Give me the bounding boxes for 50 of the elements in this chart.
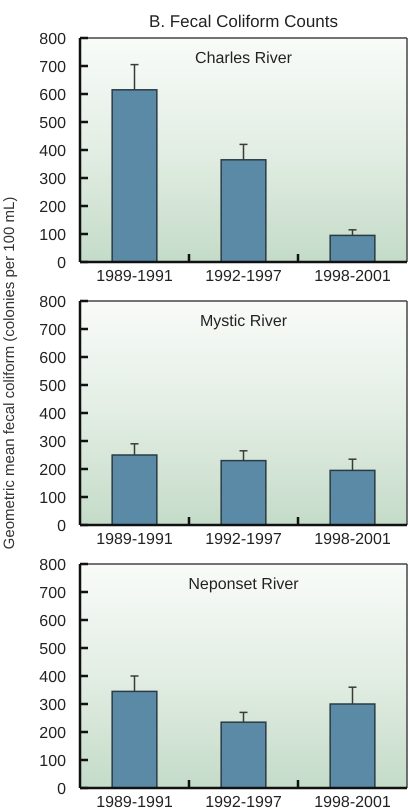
text: Neponset River [188, 576, 300, 593]
bar [329, 470, 376, 526]
y-tick-label: 100 [39, 752, 66, 770]
y-tick-label: 400 [39, 142, 66, 160]
y-tick-label: 200 [39, 198, 66, 216]
bar [220, 159, 267, 263]
y-tick-label: 100 [39, 490, 66, 507]
y-tick-label: 0 [57, 254, 66, 272]
y-tick-label: 700 [39, 322, 66, 339]
x-tick-label: 1989-1991 [96, 531, 173, 548]
x-tick-label: 1989-1991 [96, 268, 173, 285]
y-tick-label: 400 [39, 668, 66, 686]
y-tick-label: 500 [39, 640, 66, 658]
y-tick-label: 800 [39, 294, 66, 311]
x-tick-label: 1989-1991 [96, 794, 173, 811]
x-tick-label: 1992-1997 [205, 268, 282, 285]
y-tick-label: 800 [39, 30, 66, 48]
bar [111, 690, 158, 789]
bar [220, 721, 267, 789]
text: Charles River [195, 50, 293, 67]
y-tick-label: 0 [57, 518, 66, 535]
y-tick-label: 300 [39, 170, 66, 188]
y-tick-label: 300 [39, 434, 66, 451]
bar [220, 460, 267, 526]
y-tick-label: 700 [39, 584, 66, 602]
y-tick-label: 800 [39, 556, 66, 574]
y-tick-label: 600 [39, 350, 66, 367]
bar [111, 89, 158, 263]
y-tick-label: 200 [39, 724, 66, 742]
x-tick-label: 1998-2001 [314, 794, 391, 811]
y-tick-label: 0 [57, 780, 66, 798]
bar [329, 703, 376, 789]
y-tick-label: 600 [39, 612, 66, 630]
bar [329, 234, 376, 263]
text: Mystic River [200, 313, 288, 330]
y-tick-label: 700 [39, 58, 66, 76]
y-tick-label: 500 [39, 114, 66, 132]
y-axis-title: Geometric mean fecal coliform (colonies per 100 mL) [1, 196, 18, 550]
y-tick-label: 400 [39, 406, 66, 423]
y-tick-label: 600 [39, 86, 66, 104]
y-tick-label: 500 [39, 378, 66, 395]
x-tick-label: 1998-2001 [314, 531, 391, 548]
y-tick-label: 100 [39, 226, 66, 244]
chart-title: B. Fecal Coliform Counts [149, 12, 338, 31]
x-tick-label: 1998-2001 [314, 268, 391, 285]
y-tick-label: 200 [39, 462, 66, 479]
x-tick-label: 1992-1997 [205, 794, 282, 811]
x-tick-label: 1992-1997 [205, 531, 282, 548]
y-tick-label: 300 [39, 696, 66, 714]
bar [111, 454, 158, 526]
